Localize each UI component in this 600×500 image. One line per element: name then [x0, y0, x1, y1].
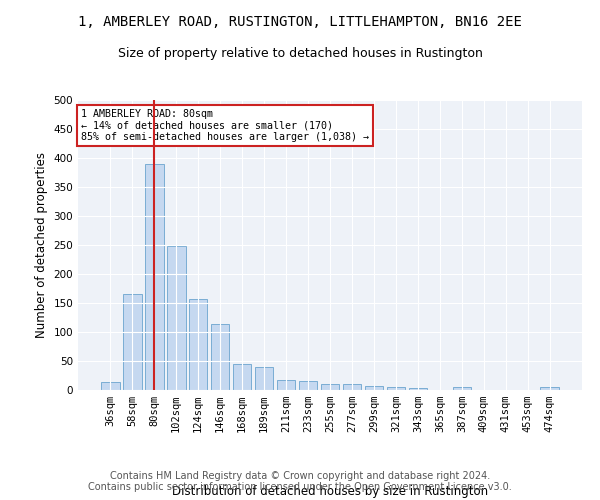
- Bar: [189, 299, 208, 390]
- Bar: [299, 382, 317, 390]
- Bar: [167, 246, 185, 390]
- Text: Contains HM Land Registry data © Crown copyright and database right 2024.: Contains HM Land Registry data © Crown c…: [110, 471, 490, 481]
- Bar: [145, 164, 164, 390]
- Bar: [541, 387, 559, 390]
- Text: Size of property relative to detached houses in Rustington: Size of property relative to detached ho…: [118, 48, 482, 60]
- Bar: [365, 386, 383, 390]
- Bar: [211, 324, 229, 390]
- Bar: [233, 364, 251, 390]
- Text: 1, AMBERLEY ROAD, RUSTINGTON, LITTLEHAMPTON, BN16 2EE: 1, AMBERLEY ROAD, RUSTINGTON, LITTLEHAMP…: [78, 15, 522, 29]
- Text: Contains public sector information licensed under the Open Government Licence v3: Contains public sector information licen…: [88, 482, 512, 492]
- Bar: [255, 367, 274, 390]
- Bar: [409, 388, 427, 390]
- Bar: [386, 387, 405, 390]
- Bar: [320, 384, 340, 390]
- Bar: [101, 382, 119, 390]
- X-axis label: Distribution of detached houses by size in Rustington: Distribution of detached houses by size …: [172, 485, 488, 498]
- Bar: [452, 387, 471, 390]
- Bar: [343, 384, 361, 390]
- Bar: [123, 294, 142, 390]
- Bar: [277, 380, 295, 390]
- Text: 1 AMBERLEY ROAD: 80sqm
← 14% of detached houses are smaller (170)
85% of semi-de: 1 AMBERLEY ROAD: 80sqm ← 14% of detached…: [80, 108, 368, 142]
- Y-axis label: Number of detached properties: Number of detached properties: [35, 152, 48, 338]
